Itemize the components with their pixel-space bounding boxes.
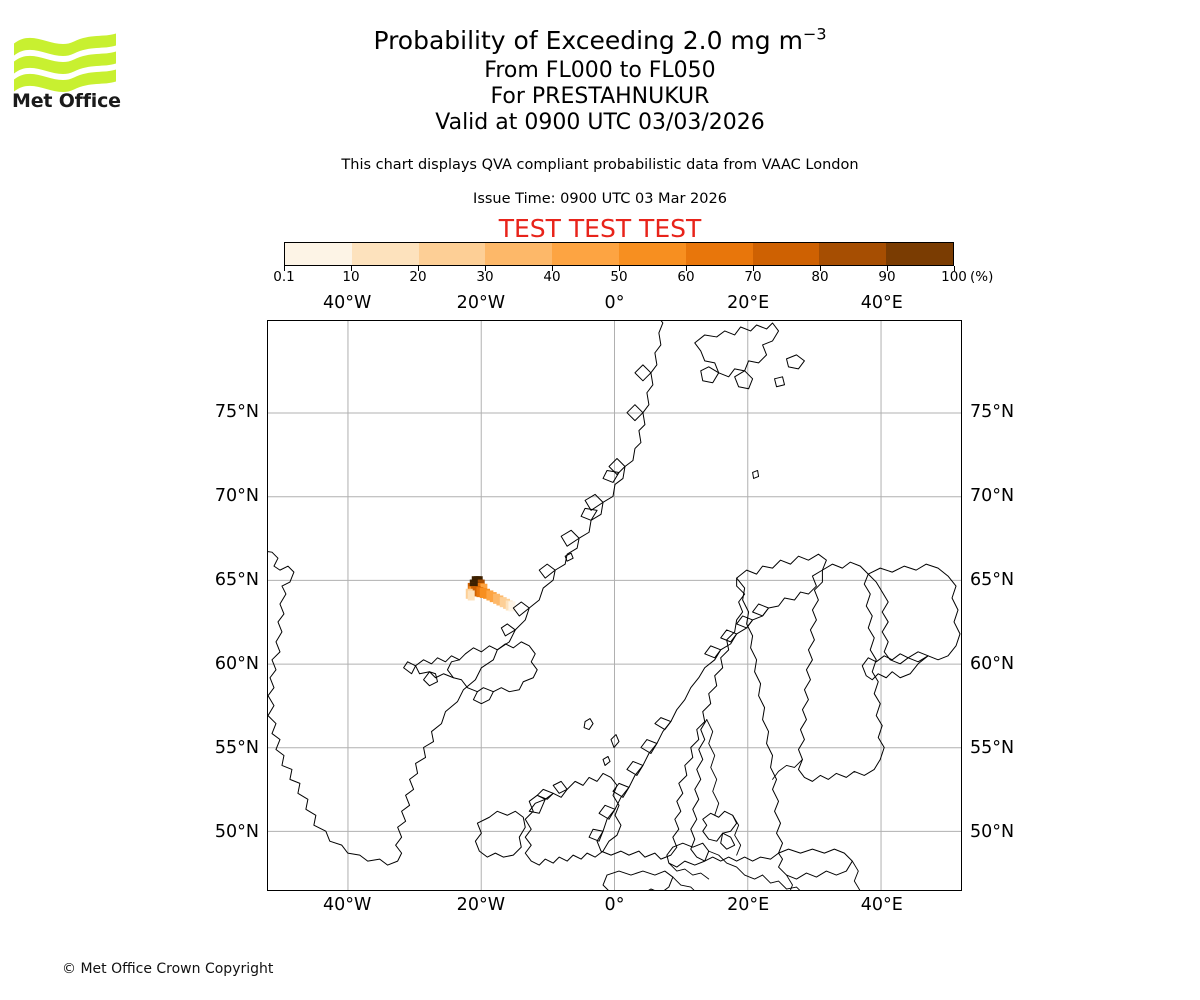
met-office-wordmark: Met Office	[12, 90, 121, 112]
lat-label-55°N-right: 55°N	[970, 738, 1015, 759]
ash-cell	[467, 590, 475, 601]
met-office-logo	[14, 33, 116, 93]
colorbar-bands	[284, 242, 954, 266]
colorbar-band-4	[552, 243, 619, 265]
colorbar-tick-90	[887, 266, 888, 271]
colorbar-tick-label-30: 30	[476, 269, 494, 285]
chart-title-block: Probability of Exceeding 2.0 mg m−3 From…	[0, 24, 1200, 136]
colorbar-tick-label-100: 100	[941, 269, 967, 285]
title-flight-levels: From FL000 to FL050	[484, 58, 716, 83]
colorbar-tick-60	[686, 266, 687, 271]
colorbar-band-5	[618, 243, 686, 265]
lon-label-20°E-top: 20°E	[727, 293, 770, 313]
graticule-grid	[268, 321, 961, 890]
colorbar-tick-label-70: 70	[744, 269, 762, 285]
colorbar-tick-10	[351, 266, 352, 271]
copyright-footer: © Met Office Crown Copyright	[62, 961, 274, 977]
lon-label-0°-top: 0°	[604, 293, 625, 313]
lat-label-70°N-right: 70°N	[970, 486, 1015, 507]
probability-colorbar	[284, 242, 954, 266]
colorbar-tick-0.1	[284, 266, 285, 271]
test-banner: TEST TEST TEST	[498, 214, 702, 243]
colorbar-tick-100	[954, 266, 955, 271]
lat-label-75°N-right: 75°N	[970, 402, 1015, 423]
lon-label-20°W-bottom: 20°W	[456, 895, 506, 915]
lon-label-20°W-top: 20°W	[456, 293, 506, 313]
colorbar-tick-40	[552, 266, 553, 271]
colorbar-tick-20	[418, 266, 419, 271]
lon-label-40°E-top: 40°E	[860, 293, 903, 313]
colorbar-tick-70	[753, 266, 754, 271]
issue-time: Issue Time: 0900 UTC 03 Mar 2026	[473, 191, 727, 207]
lat-label-50°N-left: 50°N	[214, 822, 259, 843]
colorbar-tick-30	[485, 266, 486, 271]
colorbar-tick-label-80: 80	[811, 269, 829, 285]
colorbar-tick-label-40: 40	[543, 269, 561, 285]
colorbar-band-9	[886, 243, 953, 265]
colorbar-tick-label-60: 60	[677, 269, 695, 285]
lon-label-40°W-bottom: 40°W	[323, 895, 372, 915]
colorbar-band-7	[752, 243, 820, 265]
colorbar-tick-labels: 0.1 10 20 30 40 50 60 70 80 90 100	[273, 269, 967, 287]
colorbar-tick-label-0.1: 0.1	[273, 269, 295, 285]
colorbar-tick-label-10: 10	[342, 269, 360, 285]
lon-label-40°W-top: 40°W	[323, 293, 372, 313]
logo-waves-icon	[14, 33, 116, 93]
colorbar-tick-50	[619, 266, 620, 271]
colorbar-band-2	[418, 243, 486, 265]
lon-label-0°-bottom: 0°	[604, 895, 625, 915]
lat-label-50°N-right: 50°N	[970, 822, 1015, 843]
colorbar-tick-label-20: 20	[409, 269, 427, 285]
colorbar-band-1	[351, 243, 419, 265]
lat-label-65°N-left: 65°N	[214, 570, 259, 591]
lon-label-40°E-bottom: 40°E	[860, 895, 903, 915]
title-volcano-name: For PRESTAHNUKUR	[490, 84, 710, 109]
map-panel[interactable]	[267, 320, 962, 891]
title-valid-time: Valid at 0900 UTC 03/03/2026	[435, 110, 765, 135]
ash-probability-field	[465, 576, 516, 612]
lat-label-60°N-right: 60°N	[970, 654, 1015, 675]
ash-cell	[508, 601, 516, 612]
page-title-text: Probability of Exceeding 2.0 mg m	[373, 26, 803, 55]
qva-note: This chart displays QVA compliant probab…	[341, 157, 859, 173]
lat-label-55°N-left: 55°N	[214, 738, 259, 759]
coastlines	[268, 321, 961, 890]
lat-label-65°N-right: 65°N	[970, 570, 1015, 591]
colorbar-band-0	[285, 243, 352, 265]
colorbar-tick-80	[820, 266, 821, 271]
lon-label-20°E-bottom: 20°E	[727, 895, 770, 915]
colorbar-ticks	[284, 266, 955, 272]
colorbar-tick-label-90: 90	[878, 269, 896, 285]
lat-label-75°N-left: 75°N	[214, 402, 259, 423]
lat-label-60°N-left: 60°N	[214, 654, 259, 675]
lat-label-70°N-left: 70°N	[214, 486, 259, 507]
page-title: Probability of Exceeding 2.0 mg m−3	[0, 24, 1200, 58]
colorbar-band-6	[685, 243, 753, 265]
colorbar-tick-label-50: 50	[610, 269, 628, 285]
map-canvas	[268, 321, 961, 890]
colorbar-unit-label: (%)	[970, 269, 994, 285]
colorbar-band-8	[819, 243, 887, 265]
colorbar-band-3	[485, 243, 553, 265]
page-title-exponent: −3	[802, 24, 827, 44]
